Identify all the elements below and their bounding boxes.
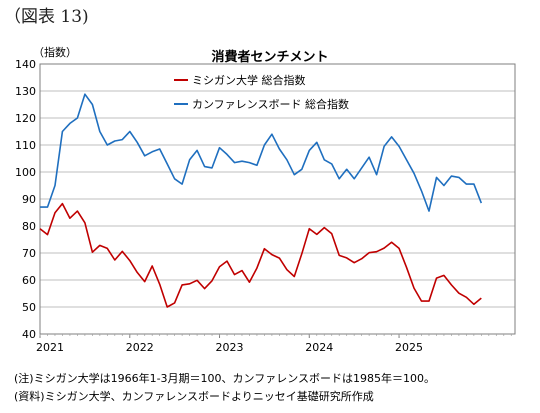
plot-frame — [39, 63, 516, 335]
y-tick-label: 110 — [15, 139, 36, 152]
legend-item-conference-board: カンファレンスボード 総合指数 — [174, 96, 349, 112]
y-tick-label: 90 — [22, 193, 36, 206]
legend-swatch-michigan — [174, 79, 188, 81]
chart-title: 消費者センチメント — [211, 50, 329, 65]
y-tick-label: 40 — [22, 328, 36, 341]
y-tick-label: 100 — [15, 166, 36, 179]
x-tick-label: 2024 — [305, 341, 333, 354]
series-line-michigan — [39, 202, 482, 308]
y-tick-label: 50 — [22, 301, 36, 314]
y-tick-label: 130 — [15, 85, 36, 98]
figure-label: （図表 13) — [4, 7, 89, 27]
x-tick-label: 2025 — [395, 341, 423, 354]
legend-label-michigan: ミシガン大学 総合指数 — [192, 74, 306, 87]
y-tick-label: 120 — [15, 112, 36, 125]
x-tick-label: 2022 — [126, 341, 154, 354]
chart-note: (注)ミシガン大学は1966年1-3月期＝100、カンファレンスボードは1985… — [14, 372, 435, 385]
y-tick-label: 70 — [22, 247, 36, 260]
chart-source: (資料)ミシガン大学、カンファレンスボードよりニッセイ基礎研究所作成 — [14, 390, 374, 403]
y-tick-label: 80 — [22, 220, 36, 233]
legend-swatch-conference-board — [174, 103, 188, 105]
y-tick-label: 60 — [22, 274, 36, 287]
series-line-conference-board — [40, 93, 483, 212]
x-tick-label: 2023 — [216, 341, 244, 354]
legend-label-conference-board: カンファレンスボード 総合指数 — [192, 98, 349, 111]
x-tick-label: 2021 — [36, 341, 64, 354]
legend-item-michigan: ミシガン大学 総合指数 — [174, 72, 306, 88]
y-tick-label: 140 — [15, 58, 36, 71]
y-axis-unit-label: （指数） — [33, 46, 77, 59]
